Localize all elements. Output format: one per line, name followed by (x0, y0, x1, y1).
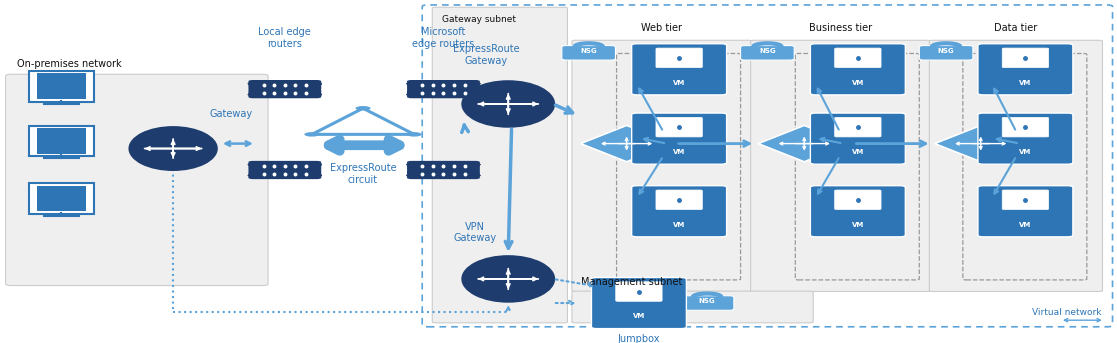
Text: ExpressRoute
circuit: ExpressRoute circuit (330, 163, 397, 185)
Text: Gateway subnet: Gateway subnet (442, 15, 516, 24)
FancyBboxPatch shape (1002, 190, 1049, 210)
Text: NSG: NSG (938, 48, 954, 54)
FancyBboxPatch shape (1002, 117, 1049, 137)
Ellipse shape (461, 80, 555, 128)
FancyBboxPatch shape (656, 48, 703, 68)
FancyBboxPatch shape (834, 48, 881, 68)
FancyBboxPatch shape (572, 291, 813, 323)
Text: Business tier: Business tier (809, 23, 872, 33)
FancyBboxPatch shape (615, 282, 662, 301)
FancyBboxPatch shape (248, 169, 322, 179)
Text: VM: VM (1020, 149, 1031, 155)
Circle shape (304, 132, 319, 137)
FancyBboxPatch shape (978, 186, 1072, 237)
FancyBboxPatch shape (407, 88, 480, 98)
Text: Data tier: Data tier (994, 23, 1038, 33)
FancyBboxPatch shape (37, 128, 86, 154)
Text: ExpressRoute
Gateway: ExpressRoute Gateway (452, 45, 519, 66)
FancyBboxPatch shape (680, 296, 734, 310)
FancyBboxPatch shape (751, 40, 930, 292)
Text: Web tier: Web tier (641, 23, 682, 33)
FancyBboxPatch shape (407, 80, 480, 90)
FancyBboxPatch shape (407, 169, 480, 179)
FancyBboxPatch shape (632, 44, 726, 95)
Text: Gateway: Gateway (210, 109, 252, 119)
Text: Management subnet: Management subnet (581, 277, 682, 287)
Text: VM: VM (852, 149, 863, 155)
FancyBboxPatch shape (248, 80, 322, 90)
Ellipse shape (461, 255, 555, 303)
Text: NSG: NSG (581, 48, 596, 54)
FancyBboxPatch shape (978, 113, 1072, 164)
FancyBboxPatch shape (1002, 48, 1049, 68)
Text: VM: VM (852, 222, 863, 228)
Text: VM: VM (674, 80, 685, 86)
FancyBboxPatch shape (978, 44, 1072, 95)
Ellipse shape (128, 126, 218, 171)
Circle shape (355, 106, 371, 110)
FancyBboxPatch shape (248, 161, 322, 171)
Text: VPN
Gateway: VPN Gateway (454, 222, 496, 243)
FancyBboxPatch shape (248, 88, 322, 98)
Text: Virtual network: Virtual network (1032, 308, 1101, 317)
FancyBboxPatch shape (656, 190, 703, 210)
Text: VM: VM (633, 314, 645, 319)
FancyBboxPatch shape (37, 186, 86, 211)
Text: VM: VM (674, 149, 685, 155)
Text: VM: VM (674, 222, 685, 228)
Polygon shape (581, 126, 672, 162)
FancyBboxPatch shape (919, 46, 973, 60)
FancyBboxPatch shape (811, 186, 905, 237)
Text: VM: VM (1020, 80, 1031, 86)
FancyBboxPatch shape (592, 277, 686, 329)
Text: VM: VM (1020, 222, 1031, 228)
FancyBboxPatch shape (811, 113, 905, 164)
Polygon shape (935, 126, 1027, 162)
FancyBboxPatch shape (929, 40, 1102, 292)
Text: VM: VM (852, 80, 863, 86)
Circle shape (407, 132, 422, 137)
FancyBboxPatch shape (632, 186, 726, 237)
FancyBboxPatch shape (29, 71, 94, 102)
FancyBboxPatch shape (562, 46, 615, 60)
FancyBboxPatch shape (432, 7, 567, 323)
Text: Jumpbox: Jumpbox (618, 334, 660, 343)
Text: NSG: NSG (699, 298, 715, 304)
FancyBboxPatch shape (407, 161, 480, 171)
FancyBboxPatch shape (656, 117, 703, 137)
Polygon shape (758, 126, 850, 162)
Text: Microsoft
edge routers: Microsoft edge routers (412, 27, 475, 49)
FancyBboxPatch shape (29, 183, 94, 214)
FancyBboxPatch shape (834, 117, 881, 137)
Text: NSG: NSG (760, 48, 775, 54)
FancyBboxPatch shape (632, 113, 726, 164)
Text: On-premises network: On-premises network (17, 59, 122, 69)
Text: Local edge
routers: Local edge routers (258, 27, 312, 49)
FancyBboxPatch shape (811, 44, 905, 95)
FancyBboxPatch shape (37, 73, 86, 99)
FancyBboxPatch shape (834, 190, 881, 210)
FancyBboxPatch shape (6, 74, 268, 285)
FancyBboxPatch shape (572, 40, 752, 292)
FancyBboxPatch shape (29, 126, 94, 156)
FancyBboxPatch shape (741, 46, 794, 60)
